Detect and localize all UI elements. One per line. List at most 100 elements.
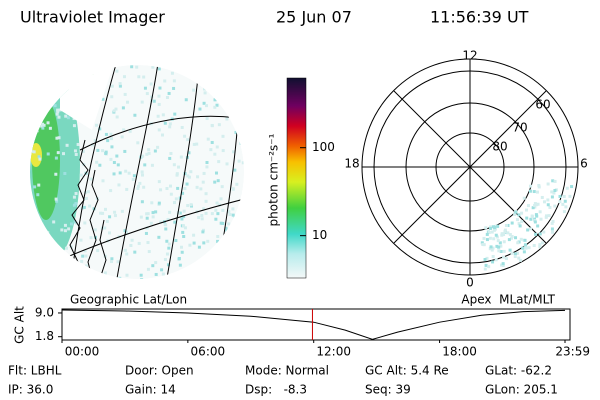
speckle [218,203,222,207]
speckle [523,246,527,250]
speckle [81,254,85,258]
speckle [496,239,500,243]
speckle [110,137,114,141]
speckle [103,207,107,211]
speckle [99,211,103,215]
speckle [116,163,120,167]
speckle [482,243,486,247]
speckle [489,226,493,230]
speckle [235,182,239,186]
speckle [495,244,499,248]
speckle [165,252,169,256]
speckle [98,163,102,167]
speckle [63,223,67,227]
speckle [125,187,129,191]
speckle [164,227,168,231]
speckle [90,143,94,147]
plot-frame [61,308,571,341]
speckle [487,231,491,235]
speckle [154,261,158,265]
speckle [215,103,219,107]
speckle [197,216,201,220]
speckle [112,109,116,113]
speckle [176,186,180,190]
speckle [522,250,526,254]
status-field: Door: Open [125,364,194,378]
speckle [157,128,161,132]
speckle [491,246,495,250]
speckle [163,79,167,83]
speckle [534,232,538,236]
speckle [217,160,221,164]
speckle [36,193,40,197]
speckle [228,213,232,217]
speckle [82,205,86,209]
speckle [542,230,546,234]
speckle [510,221,514,225]
speckle [214,217,218,221]
speckle [110,257,114,261]
speckle [72,195,76,199]
speckle [159,220,163,224]
speckle [497,245,501,249]
speckle [485,238,489,242]
status-field: GC Alt: 5.4 Re [365,364,449,378]
speckle [89,177,93,181]
speckle [534,213,538,217]
status-field: Mode: Normal [245,364,329,378]
speckle [551,179,555,183]
speckle [495,235,499,239]
speckle [169,184,173,188]
speckle [66,116,70,120]
mlt-label: 18 [344,157,359,171]
speckle [95,160,99,164]
speckle [216,239,220,243]
speckle [503,228,507,232]
speckle [219,221,223,225]
lat-label: 70 [512,121,527,135]
speckle [63,229,67,233]
speckle [201,180,205,184]
speckle [56,110,60,114]
speckle [540,195,544,199]
speckle [189,203,193,207]
speckle [195,185,199,189]
x-tick-label: 12:00 [316,345,351,359]
speckle [163,258,167,262]
speckle [173,112,177,116]
speckle [96,148,100,152]
speckle [157,94,161,98]
speckle [221,208,225,212]
speckle [192,88,196,92]
speckle [548,205,552,209]
speckle [122,128,126,132]
speckle [181,224,185,228]
speckle [227,222,231,226]
speckle [80,259,84,263]
speckle [493,227,497,231]
speckle [517,256,521,260]
speckle [141,154,145,158]
polar-grid [361,58,579,276]
speckle [135,65,139,69]
speckle [84,254,88,258]
speckle [110,84,114,88]
speckle [153,149,157,153]
speckle [561,202,565,206]
speckle [537,183,541,187]
speckle [201,230,205,234]
status-field: Gain: 14 [125,383,176,397]
speckle [145,216,149,220]
speckle [93,139,97,143]
speckle [168,122,172,126]
speckle [67,227,71,231]
speckle [52,220,56,224]
speckle [484,263,488,267]
lat-label: 60 [535,98,550,112]
speckle [146,267,150,271]
speckle [516,241,520,245]
speckle [521,246,525,250]
colorbar [286,77,307,279]
speckle [202,207,206,211]
speckle [122,75,126,79]
